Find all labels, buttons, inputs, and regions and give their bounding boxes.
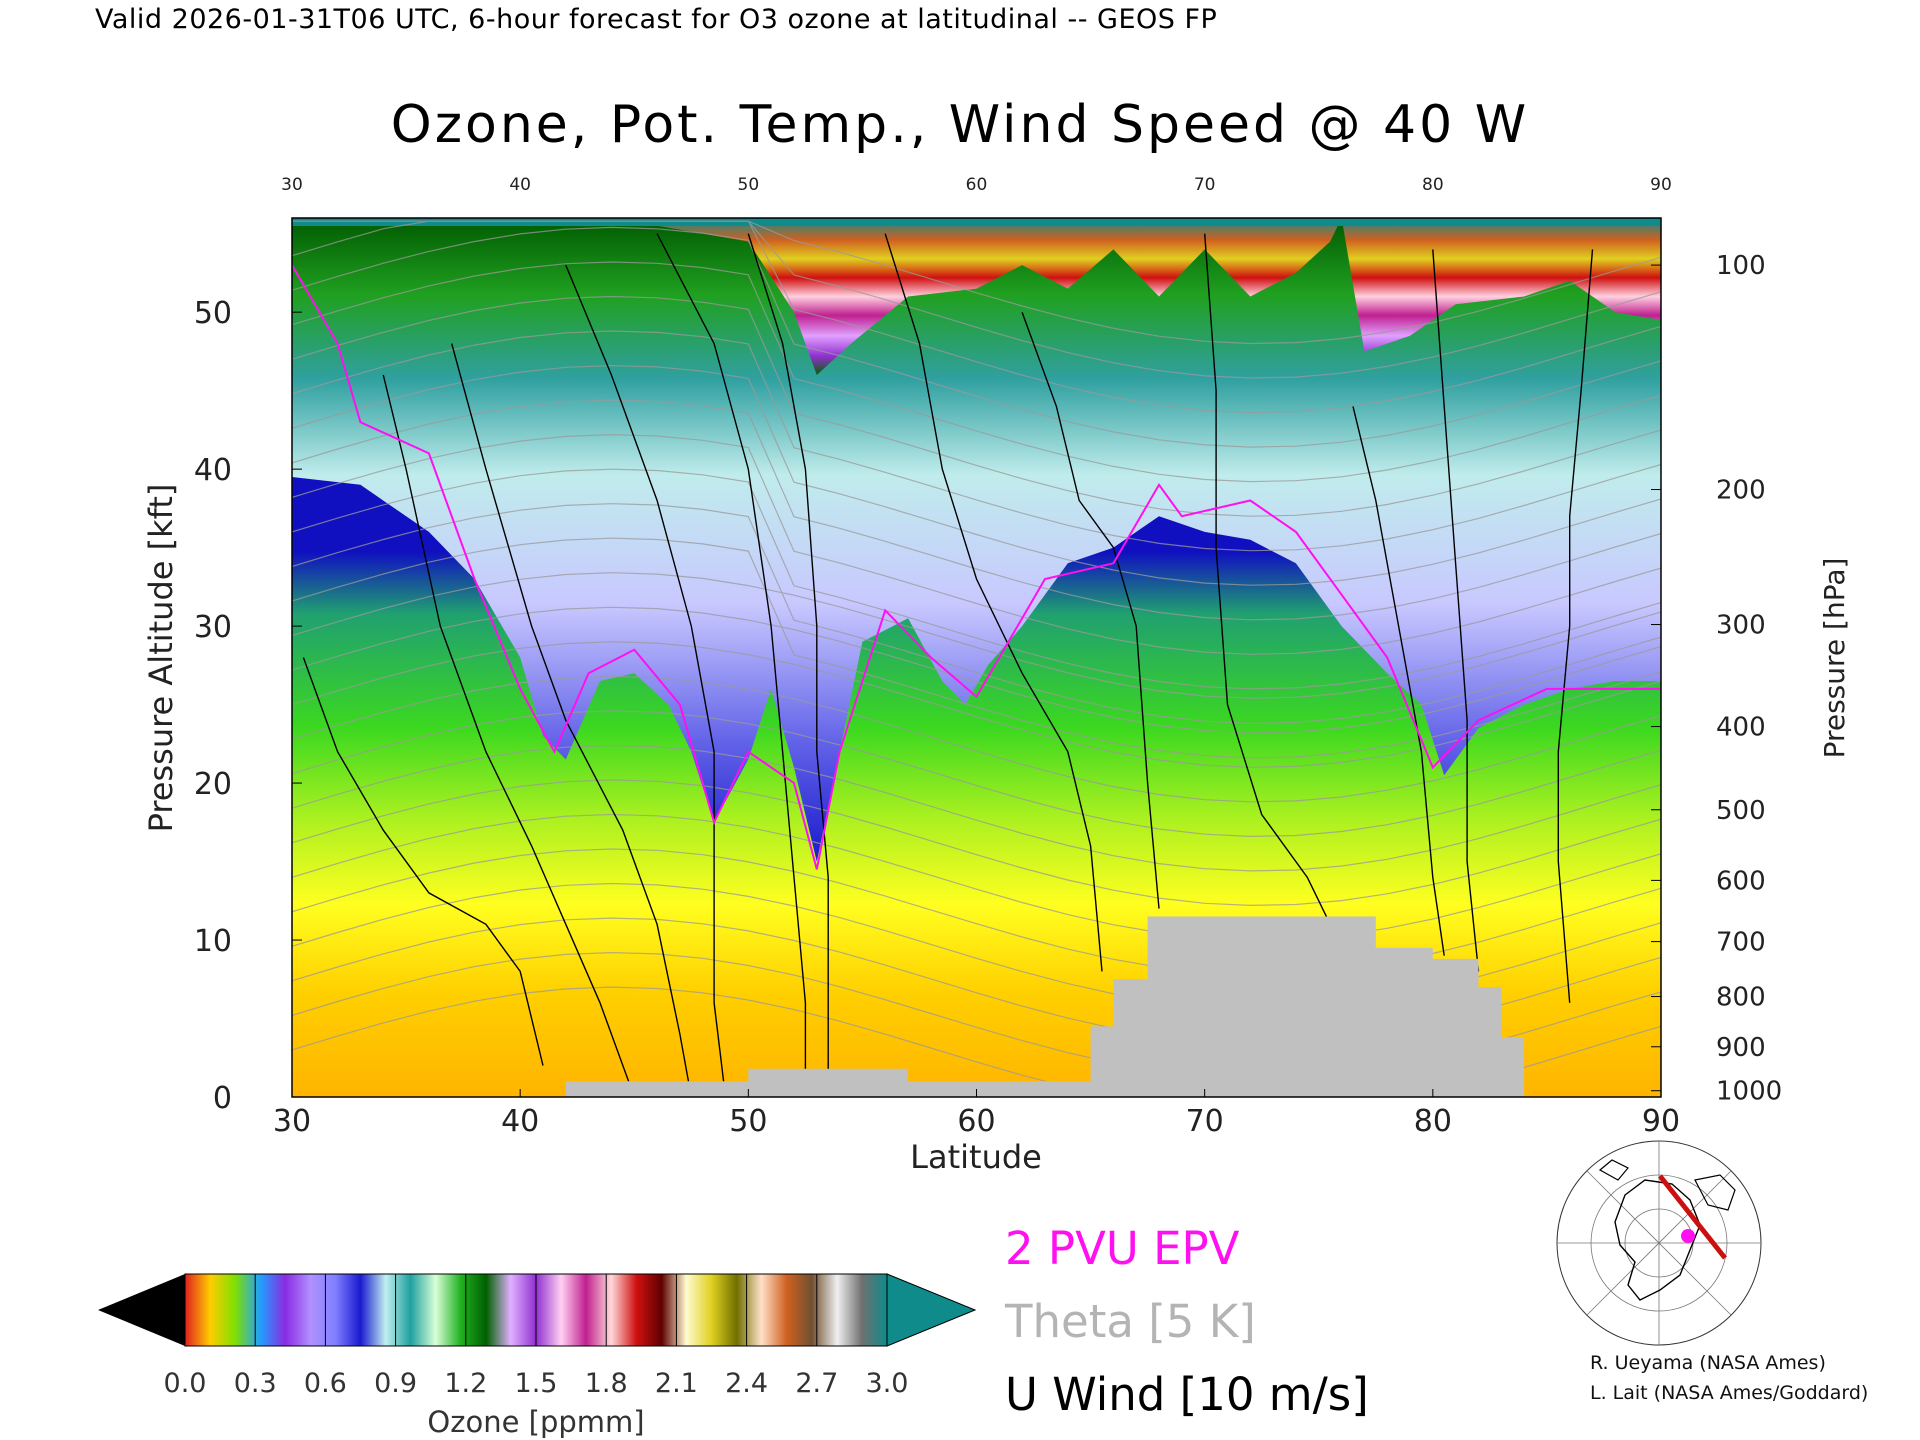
pressure-tick-label: 400 bbox=[1716, 713, 1766, 743]
theta-contour bbox=[292, 364, 1661, 586]
top-x-tick-label: 40 bbox=[509, 175, 531, 195]
y-axis: 0 10 20 30 40 50 bbox=[194, 296, 302, 1116]
theta-contour bbox=[292, 779, 1661, 907]
pressure-tick-label: 600 bbox=[1716, 866, 1766, 896]
theta-contour bbox=[292, 261, 1661, 483]
theta-contour bbox=[292, 503, 1661, 725]
valid-time-header: Valid 2026-01-31T06 UTC, 6-hour forecast… bbox=[95, 4, 1218, 35]
x-tick-label: 90 bbox=[1642, 1104, 1680, 1139]
chart-title: Ozone, Pot. Temp., Wind Speed @ 40 W bbox=[390, 95, 1530, 155]
colorbar-tick-label: 0.0 bbox=[164, 1368, 207, 1399]
pressure-tick-label: 900 bbox=[1716, 1033, 1766, 1063]
wind-contour bbox=[1352, 406, 1445, 956]
theta-contour bbox=[292, 220, 1661, 345]
theta-contour bbox=[292, 744, 1661, 872]
legend-theta: Theta [5 K] bbox=[1005, 1295, 1256, 1348]
theta-contour bbox=[292, 675, 1661, 803]
x-axis-label: Latitude bbox=[910, 1138, 1042, 1176]
wind-contour bbox=[884, 233, 1103, 972]
pressure-tick-label: 800 bbox=[1716, 983, 1766, 1013]
stratospheric-ozone-field bbox=[292, 218, 1661, 862]
legend-epv: 2 PVU EPV bbox=[1005, 1222, 1240, 1275]
theta-contour bbox=[292, 641, 1661, 768]
top-teal-band bbox=[292, 218, 1661, 226]
colorbar-tick-label: 0.3 bbox=[234, 1368, 277, 1399]
theta-contour bbox=[292, 226, 1661, 448]
y-tick-label: 30 bbox=[194, 610, 232, 645]
wind-contours bbox=[302, 233, 1594, 1097]
colorbar-tick-label: 2.1 bbox=[655, 1368, 698, 1399]
theta-contour bbox=[292, 330, 1661, 552]
top-x-tick-label: 80 bbox=[1422, 175, 1444, 195]
theta-contour bbox=[292, 433, 1661, 655]
colorbar-ticks: 0.0 0.3 0.6 0.9 1.2 1.5 1.8 2.1 2.4 2.7 3.0 bbox=[164, 1274, 909, 1399]
colorbar-high-arrow bbox=[886, 1273, 977, 1347]
pressure-tick-label: 300 bbox=[1716, 611, 1766, 641]
x-tick-label: 40 bbox=[501, 1104, 539, 1139]
wind-contour bbox=[451, 343, 692, 1097]
x-tick-label: 70 bbox=[1186, 1104, 1224, 1139]
colorbar-tick-label: 1.8 bbox=[585, 1368, 628, 1399]
wind-contour bbox=[656, 233, 807, 1097]
epv-2pvu-contour bbox=[292, 264, 1661, 870]
locator-map bbox=[1556, 1140, 1762, 1346]
theta-contour bbox=[292, 606, 1661, 734]
top-x-tick-label: 30 bbox=[281, 175, 303, 195]
colorbar-tick-label: 1.5 bbox=[515, 1368, 558, 1399]
top-x-tick-label: 50 bbox=[738, 175, 760, 195]
wind-contour bbox=[382, 374, 635, 1097]
colorbar-tick-label: 3.0 bbox=[866, 1368, 909, 1399]
x-tick-label: 50 bbox=[729, 1104, 767, 1139]
wind-contour bbox=[1432, 249, 1480, 972]
pressure-tick-label: 100 bbox=[1716, 251, 1766, 281]
pressure-tick-label: 500 bbox=[1716, 796, 1766, 826]
theta-contour bbox=[292, 399, 1661, 621]
wind-contour bbox=[565, 264, 727, 1097]
upper-stratosphere-ozone-field bbox=[292, 218, 1661, 375]
wind-contour bbox=[747, 233, 829, 1097]
wind-contour bbox=[302, 657, 544, 1066]
x-axis: 30 40 50 60 70 80 90 bbox=[273, 1089, 1680, 1139]
theta-contour bbox=[292, 710, 1661, 838]
colorbar-tick-label: 0.9 bbox=[374, 1368, 417, 1399]
x-tick-label: 60 bbox=[957, 1104, 995, 1139]
pressure-axis-label: Pressure [hPa] bbox=[1818, 558, 1851, 759]
y-tick-label: 0 bbox=[213, 1081, 232, 1116]
y-tick-label: 20 bbox=[194, 767, 232, 802]
terrain-mask bbox=[292, 916, 1661, 1097]
x-tick-label: 80 bbox=[1414, 1104, 1452, 1139]
colorbar-tick-label: 2.4 bbox=[725, 1368, 768, 1399]
y-axis-label: Pressure Altitude [kft] bbox=[142, 484, 180, 833]
colorbar-label: Ozone [ppmm] bbox=[427, 1405, 644, 1439]
y-tick-label: 10 bbox=[194, 924, 232, 959]
credit-line-1: R. Ueyama (NASA Ames) bbox=[1590, 1352, 1826, 1374]
colorbar-tick-label: 1.2 bbox=[444, 1368, 487, 1399]
pressure-tick-label: 700 bbox=[1716, 928, 1766, 958]
legend-wind: U Wind [10 m/s] bbox=[1005, 1368, 1369, 1421]
colorbar-tick-label: 2.7 bbox=[795, 1368, 838, 1399]
colorbar-low-arrow bbox=[98, 1274, 185, 1346]
pressure-tick-label: 1000 bbox=[1716, 1077, 1782, 1107]
pressure-axis: 100 200 300 400 500 600 700 800 900 1000 bbox=[1651, 251, 1782, 1107]
y-tick-label: 50 bbox=[194, 296, 232, 331]
wind-contour bbox=[1557, 249, 1594, 1003]
top-x-axis: 30 40 50 60 70 80 90 bbox=[281, 175, 1672, 195]
top-x-tick-label: 90 bbox=[1650, 175, 1672, 195]
top-x-tick-label: 70 bbox=[1194, 175, 1216, 195]
credit-line-2: L. Lait (NASA Ames/Goddard) bbox=[1590, 1382, 1869, 1404]
top-x-tick-label: 60 bbox=[966, 175, 988, 195]
theta-contour bbox=[292, 572, 1661, 699]
theta-contour bbox=[292, 468, 1661, 690]
y-tick-label: 40 bbox=[194, 453, 232, 488]
wind-contour bbox=[1204, 233, 1331, 925]
colorbar-tick-label: 0.6 bbox=[304, 1368, 347, 1399]
x-tick-label: 30 bbox=[273, 1104, 311, 1139]
pressure-tick-label: 200 bbox=[1716, 476, 1766, 506]
theta-contour bbox=[292, 537, 1661, 759]
wind-contour bbox=[1021, 311, 1160, 909]
theta-contour bbox=[292, 295, 1661, 517]
